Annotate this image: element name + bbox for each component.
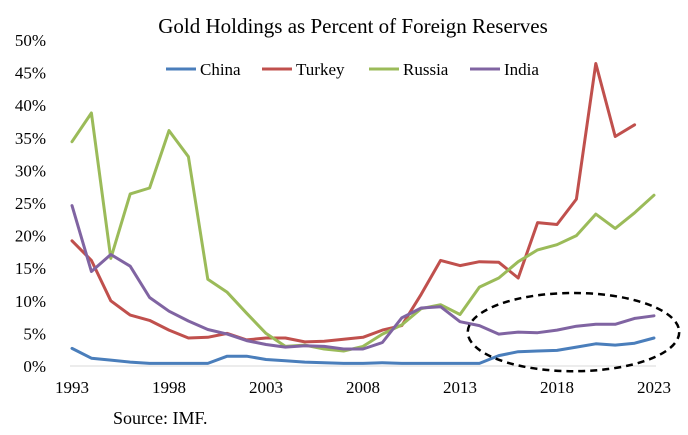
series-line-russia [70,111,656,353]
y-tick-label: 30% [15,161,46,180]
x-tick-label: 2013 [443,378,477,397]
legend-label-russia: Russia [403,60,449,79]
y-tick-label: 15% [15,259,46,278]
chart-title: Gold Holdings as Percent of Foreign Rese… [158,14,548,38]
series-line-turkey [70,62,637,344]
legend-label-india: India [504,60,539,79]
x-tick-label: 2003 [249,378,283,397]
x-tick-label: 1998 [152,378,186,397]
series-line-china [70,336,656,365]
series-line-india [70,204,656,351]
annotation [466,291,681,373]
y-tick-label: 20% [15,227,46,246]
x-tick-label: 2018 [540,378,574,397]
y-tick-label: 45% [15,64,46,83]
y-tick-label: 25% [15,194,46,213]
y-tick-label: 40% [15,96,46,115]
series-lines [70,62,656,365]
y-tick-label: 0% [23,357,46,376]
x-tick-label: 2023 [637,378,671,397]
x-tick-label: 2008 [346,378,380,397]
source-note: Source: IMF. [113,408,208,428]
x-tick-label: 1993 [55,378,89,397]
dashed-ellipse-annotation [466,291,681,373]
y-tick-label: 35% [15,129,46,148]
x-axis: 1993 1998 2003 2008 2013 2018 2023 [55,378,671,397]
y-tick-label: 10% [15,292,46,311]
y-tick-label: 5% [23,324,46,343]
y-tick-label: 50% [15,31,46,50]
y-axis: 0% 5% 10% 15% 20% 25% 30% 35% 40% 45% 50% [15,31,46,376]
legend-label-china: China [200,60,241,79]
chart-legend: China Turkey Russia India [166,60,539,79]
legend-label-turkey: Turkey [296,60,345,79]
